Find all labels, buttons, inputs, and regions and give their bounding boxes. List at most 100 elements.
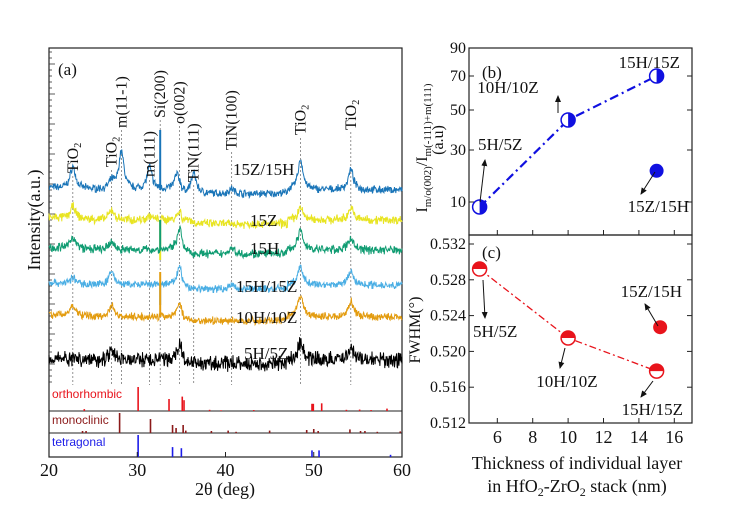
text-part: o(002) (172, 81, 189, 124)
xrd-trace-15Z (48, 202, 403, 230)
x-tick-label: 10 (559, 427, 577, 447)
trend-line-c (479, 268, 657, 372)
text-part: TiO (65, 148, 82, 173)
data-point (649, 163, 664, 178)
point-label: 15Z/15H (621, 282, 682, 301)
point-label: 15H/15Z (619, 53, 680, 72)
text-part: TiN(100) (224, 90, 241, 150)
reference-pattern-orthorhombic: orthorhombic (49, 387, 402, 412)
peak-label: TiO2 (293, 105, 312, 135)
reference-label: orthorhombic (52, 387, 122, 401)
data-point-fill (649, 364, 664, 372)
text-part: Si(200) (152, 70, 169, 118)
peak-label-sub: 2 (73, 143, 84, 148)
series-label: 15Z (250, 211, 277, 230)
annotation-arrow (640, 380, 654, 398)
annotation-arrow (644, 303, 659, 327)
text-part: TiO (104, 142, 121, 167)
peak-label: o(002) (172, 81, 189, 124)
data-point-fill (561, 330, 576, 338)
data-point-fill (479, 200, 487, 214)
text-part: TiO (293, 110, 310, 135)
annotation-arrow (558, 347, 566, 369)
y-tick-label: 0.516 (430, 379, 466, 396)
y-axis-unit-b: (a.u) (430, 125, 447, 155)
text-part: TiN(111) (186, 123, 203, 182)
text-part: /I (414, 156, 431, 166)
reference-label: monoclinic (52, 413, 109, 427)
peak-label: TiN(100) (224, 90, 241, 150)
point-label: 10H/10Z (536, 372, 597, 391)
x-tick-label: 30 (128, 460, 146, 480)
text-part: -ZrO (544, 476, 580, 496)
panel-label-b: (b) (482, 63, 502, 82)
y-tick-label: 0.512 (430, 415, 466, 432)
label-sub: m(-111)+m(111) (422, 83, 434, 156)
panel-b: 10 30 50 70 90 5H/5Z 10H/10Z 15H/15Z 15Z/15H (b) I… (414, 40, 693, 236)
peak-label: TiO2 (65, 143, 84, 173)
text-part: m(111) (142, 131, 159, 177)
series-label: 15H (250, 239, 279, 258)
panel-label-c: (c) (482, 243, 501, 262)
series-label: 10H/10Z (236, 308, 297, 327)
label-sub: 2 (580, 485, 586, 499)
data-point (653, 320, 668, 335)
y-axis-label: Intensity(a.u.) (24, 170, 45, 271)
text-part: TiO (343, 105, 360, 130)
y-axis-label-b: Im/o(002)/Im(-111)+m(111) (414, 83, 434, 212)
label-sub: m/o(002) (422, 166, 434, 207)
annotation-arrow (479, 159, 488, 203)
point-label: 15H/15Z (622, 400, 683, 419)
peak-label: TiN(111) (186, 123, 203, 182)
series-label: 15H/15Z (236, 277, 297, 296)
x-tick-label: 50 (305, 460, 323, 480)
xrd-trace-15Z/15H (48, 149, 403, 200)
xrd-trace-10H/10Z (48, 295, 403, 327)
x-tick-label: 16 (665, 427, 683, 447)
peak-label-sub: 2 (351, 100, 362, 105)
x-tick-label: 8 (528, 427, 537, 447)
plot-frame-c (468, 234, 693, 424)
x-tick-label: 12 (595, 427, 613, 447)
y-tick-label: 50 (450, 102, 466, 119)
y-tick-label: 0.520 (430, 343, 466, 360)
x-axis-label: 2θ (deg) (195, 479, 255, 500)
y-tick-label: 0.528 (430, 272, 466, 289)
point-label: 15Z/15H (628, 197, 689, 216)
y-tick-label: 0.532 (430, 236, 466, 253)
x-tick-label: 60 (393, 460, 411, 480)
x-tick-label: 20 (40, 460, 58, 480)
text-part: stack (nm) (586, 476, 667, 497)
panel-c: 0.512 0.516 0.520 0.524 0.528 0.532 6 8 10 12 14 16… (407, 234, 693, 499)
y-tick-label: 10 (450, 194, 466, 211)
text-part: I (414, 207, 431, 212)
text-part: m(11-1) (113, 76, 130, 128)
data-point-fill (568, 113, 576, 127)
text-part: in HfO (487, 476, 538, 496)
xrd-trace-5H/5Z (48, 337, 403, 372)
annotation-arrow (640, 171, 656, 195)
y-tick-label: 70 (450, 68, 466, 85)
x-tick-label: 6 (493, 427, 502, 447)
y-axis-label-c: FWHM(°) (407, 297, 424, 364)
peak-label: m(111) (142, 131, 159, 177)
peak-label: Si(200) (152, 70, 169, 118)
peak-label: m(11-1) (113, 76, 130, 128)
reference-label: tetragonal (52, 435, 105, 449)
y-tick-label: 0.524 (430, 308, 466, 325)
x-axis-label-line2: in HfO2-ZrO2 stack (nm) (487, 476, 666, 499)
peak-label: TiO2 (104, 137, 123, 167)
peak-label-sub: 2 (112, 137, 123, 142)
point-label: 5H/5Z (478, 135, 522, 154)
x-tick-label: 40 (217, 460, 235, 480)
x-tick-label: 14 (630, 427, 648, 447)
y-tick-label: 90 (450, 40, 466, 57)
reference-pattern-monoclinic: monoclinic (49, 413, 402, 434)
x-axis-label-line1: Thickness of individual layer (472, 453, 682, 473)
series-label: 5H/5Z (244, 344, 288, 363)
panel-label-a: (a) (58, 60, 77, 79)
xrd-trace-15H (48, 224, 403, 260)
point-label: 10H/10Z (477, 78, 538, 97)
